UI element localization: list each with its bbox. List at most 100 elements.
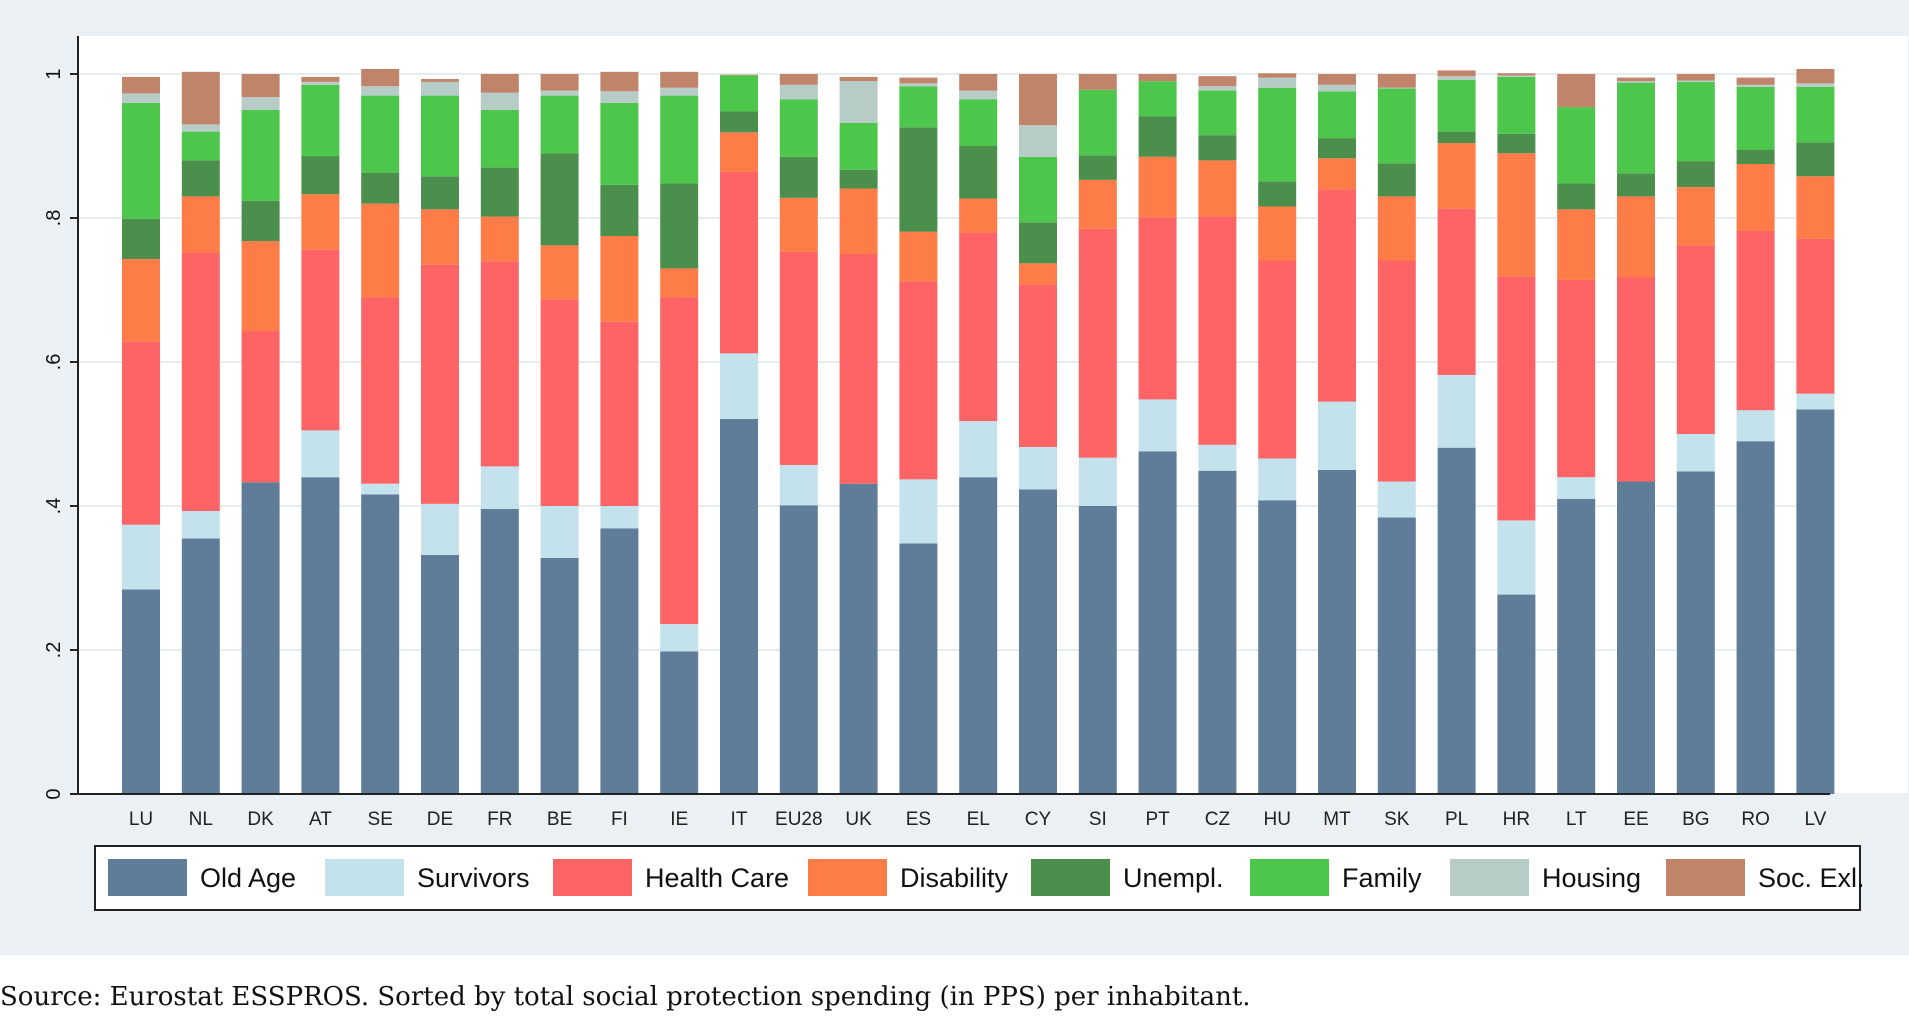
legend-label: Survivors [417, 863, 530, 893]
x-tick-label: AT [309, 809, 332, 830]
bar-segment-soc-exl [1796, 68, 1835, 84]
bar-segment-soc-exl [480, 74, 519, 93]
x-tick-label: BE [547, 809, 572, 830]
x-tick-label: UK [845, 809, 872, 830]
bar-segment-survivors [1676, 434, 1715, 472]
legend-swatch [808, 859, 887, 896]
bar-segment-health-care [1736, 230, 1775, 411]
bar-stack-bg [1676, 74, 1715, 794]
bar-segment-family [1617, 82, 1655, 174]
bar-segment-disability [181, 196, 220, 253]
legend-swatch [1450, 859, 1529, 896]
x-tick-label: ES [906, 809, 931, 830]
bar-segment-family [1557, 107, 1596, 184]
bar-segment-health-care [600, 321, 639, 506]
bar-segment-old-age [540, 557, 579, 794]
bar-segment-housing [1019, 125, 1057, 157]
bar-segment-old-age [1198, 470, 1237, 794]
bar-segment-old-age [1078, 506, 1117, 794]
bar-stack-dk [241, 74, 280, 794]
bar-segment-unempl [241, 200, 280, 242]
bar-segment-housing [301, 81, 340, 85]
bar-segment-health-care [1497, 276, 1536, 521]
source-caption: Source: Eurostat ESSPROS. Sorted by tota… [0, 982, 1251, 1012]
bar-segment-health-care [361, 297, 400, 484]
bar-segment-family [1437, 79, 1476, 132]
bar-stack-fi [600, 71, 639, 794]
bar-segment-soc-exl [660, 71, 699, 88]
bar-segment-soc-exl [1019, 74, 1057, 126]
bar-segment-soc-exl [1258, 73, 1297, 78]
x-tick-label: CY [1025, 809, 1052, 830]
bar-segment-health-care [181, 252, 220, 512]
y-tick-label: 0 [43, 788, 65, 799]
x-tick-label: DK [247, 809, 274, 830]
legend-swatch [553, 859, 632, 896]
bar-segment-old-age [1676, 471, 1715, 794]
bar-segment-disability [899, 231, 938, 282]
bar-segment-family [1019, 156, 1057, 223]
bar-segment-soc-exl [1377, 74, 1416, 88]
bar-segment-family [660, 95, 699, 184]
bar-stack-sk [1377, 74, 1416, 794]
x-tick-label: EE [1623, 809, 1648, 830]
bar-segment-disability [1078, 179, 1117, 229]
bar-segment-soc-exl [122, 76, 160, 94]
bar-segment-soc-exl [1198, 76, 1237, 87]
bar-segment-health-care [1557, 279, 1596, 478]
bar-segment-soc-exl [959, 74, 998, 91]
bar-stack-lv [1796, 68, 1835, 794]
bar-segment-survivors [1318, 401, 1356, 470]
stacked-bar-chart: 0 .2 .4 .6 .8 1 LU NL DK AT SE DE FR BE FI IE IT EU28 UK E… [43, 36, 1908, 911]
x-tick-label: LT [1566, 809, 1587, 830]
bar-segment-housing [1198, 86, 1237, 91]
x-tick-label: PT [1145, 809, 1170, 830]
bar-segment-old-age [181, 538, 220, 794]
bar-segment-unempl [480, 167, 519, 217]
x-tick-label: HR [1503, 809, 1530, 830]
bar-segment-unempl [899, 127, 938, 232]
bar-segment-family [540, 95, 579, 154]
bar-segment-survivors [720, 353, 758, 419]
x-tick-label: BG [1682, 809, 1709, 830]
bar-segment-old-age [1377, 517, 1416, 794]
bar-segment-unempl [1078, 155, 1117, 180]
bar-segment-family [1377, 88, 1416, 164]
y-tick-label: .8 [43, 210, 65, 227]
bar-segment-unempl [421, 176, 459, 210]
bar-segment-health-care [122, 341, 160, 525]
x-tick-label: SI [1089, 809, 1107, 830]
bar-segment-soc-exl [1318, 74, 1356, 85]
x-tick-label: SE [368, 809, 393, 830]
bar-segment-family [899, 86, 938, 128]
bar-segment-housing [540, 90, 579, 96]
bar-segment-soc-exl [1557, 74, 1596, 108]
bar-segment-unempl [361, 172, 400, 204]
x-tick-label: FR [487, 809, 512, 830]
bar-segment-family [1796, 86, 1835, 143]
bar-segment-family [241, 110, 280, 201]
bar-segment-family [1078, 89, 1117, 156]
bar-segment-disability [540, 245, 579, 300]
bar-segment-disability [480, 216, 519, 262]
legend-label: Unempl. [1123, 863, 1224, 893]
bar-segment-disability [361, 203, 400, 298]
bar-segment-unempl [959, 146, 998, 199]
legend-label: Housing [1542, 863, 1641, 893]
bar-segment-unempl [1198, 135, 1237, 161]
bar-segment-soc-exl [899, 77, 938, 84]
bar-segment-disability [1258, 206, 1297, 261]
bar-segment-old-age [1736, 441, 1775, 794]
bar-segment-housing [779, 84, 818, 100]
bars [122, 68, 1835, 794]
bar-segment-disability [600, 236, 639, 322]
bar-stack-ee [1617, 77, 1655, 794]
bar-segment-soc-exl [421, 79, 459, 82]
bar-segment-housing [959, 90, 998, 100]
bar-segment-unempl [301, 156, 340, 195]
x-tick-label: IE [670, 809, 688, 830]
bar-segment-unempl [1138, 116, 1177, 157]
bar-segment-housing [421, 81, 459, 96]
bar-segment-family [720, 75, 758, 112]
bar-stack-pl [1437, 70, 1476, 794]
